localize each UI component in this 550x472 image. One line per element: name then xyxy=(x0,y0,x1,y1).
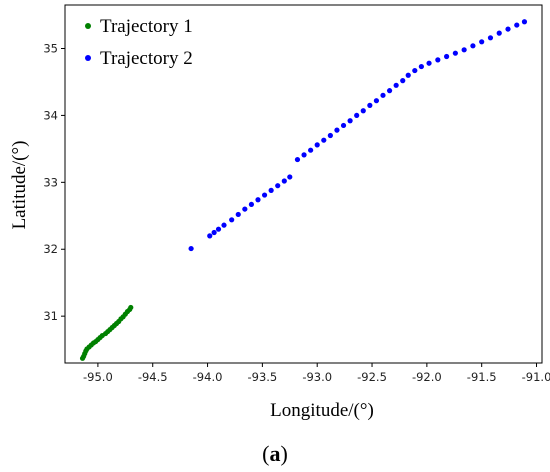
data-point xyxy=(327,132,333,139)
data-point xyxy=(261,192,268,198)
x-tick-label: -93.5 xyxy=(247,370,277,384)
data-point xyxy=(444,53,450,60)
legend-label-trajectory-1: Trajectory 1 xyxy=(100,16,193,37)
x-tick-label: -93.0 xyxy=(302,370,332,384)
x-axis-title: Longitude/(°) xyxy=(270,400,374,421)
legend: Trajectory 1 Trajectory 2 xyxy=(85,16,193,69)
x-tick-label: -91.5 xyxy=(467,370,497,384)
data-point xyxy=(496,30,502,36)
data-point xyxy=(308,147,314,153)
data-point xyxy=(386,88,393,94)
plot-frame xyxy=(64,4,543,364)
y-tick-label: 35 xyxy=(43,41,58,55)
data-point xyxy=(412,67,418,74)
legend-label-trajectory-2: Trajectory 2 xyxy=(100,48,193,69)
data-point xyxy=(221,222,227,228)
data-point xyxy=(215,226,222,232)
data-point xyxy=(505,26,511,32)
data-point xyxy=(418,63,424,70)
data-point xyxy=(373,98,380,104)
data-point xyxy=(334,127,340,133)
data-point xyxy=(347,118,353,124)
data-point xyxy=(321,137,327,143)
data-point xyxy=(461,47,467,53)
data-point xyxy=(400,78,406,84)
series-trajectory-1 xyxy=(79,304,134,361)
legend-marker-trajectory-1 xyxy=(85,23,91,29)
data-point xyxy=(248,201,255,208)
data-point xyxy=(281,178,287,184)
data-point xyxy=(514,22,520,28)
data-point xyxy=(380,92,386,98)
y-tick-label: 31 xyxy=(43,309,58,323)
data-point xyxy=(393,82,399,88)
data-point xyxy=(287,174,293,180)
data-point xyxy=(128,304,134,311)
caption-close-paren: ) xyxy=(281,441,288,466)
caption-open-paren: ( xyxy=(262,441,269,466)
series-trajectory-2 xyxy=(188,19,528,252)
data-point xyxy=(235,211,241,218)
data-point xyxy=(405,72,411,78)
legend-marker-trajectory-2 xyxy=(85,55,91,61)
data-point xyxy=(188,245,194,252)
figure-caption: (a) xyxy=(262,441,288,466)
data-point xyxy=(470,43,476,49)
data-point xyxy=(521,19,528,25)
data-point xyxy=(367,102,373,108)
x-tick-label: -92.5 xyxy=(357,370,387,384)
x-tick-label: -94.0 xyxy=(193,370,223,384)
data-point xyxy=(354,112,360,119)
y-tick-label: 34 xyxy=(43,108,58,122)
data-point xyxy=(275,183,281,189)
caption-letter: a xyxy=(270,441,281,466)
y-axis-title: Latitude/(°) xyxy=(9,141,30,230)
data-point xyxy=(435,57,441,63)
x-tick-label: -95.0 xyxy=(83,370,113,384)
data-point xyxy=(229,217,235,223)
y-tick-label: 33 xyxy=(43,175,58,189)
data-point xyxy=(294,156,301,163)
y-axis: 31 32 33 34 35 xyxy=(43,41,65,323)
data-series-layer xyxy=(79,19,528,361)
data-point xyxy=(255,197,261,203)
x-axis: -95.0 -94.5 -94.0 -93.5 -93.0 -92.5 -92.0 -91.5… xyxy=(83,363,550,384)
data-point xyxy=(426,60,432,66)
data-point xyxy=(487,35,494,41)
data-point xyxy=(340,122,347,129)
data-point xyxy=(207,233,213,239)
data-point xyxy=(211,229,217,236)
data-point xyxy=(360,108,366,114)
data-point xyxy=(314,142,320,148)
data-point xyxy=(268,187,274,193)
x-tick-label: -92.0 xyxy=(412,370,442,384)
data-point xyxy=(242,206,248,212)
y-tick-label: 32 xyxy=(43,242,58,256)
data-point xyxy=(452,50,458,56)
x-tick-label: -91.0 xyxy=(522,370,550,384)
data-point xyxy=(301,152,307,158)
data-point xyxy=(479,39,485,45)
x-tick-label: -94.5 xyxy=(138,370,168,384)
